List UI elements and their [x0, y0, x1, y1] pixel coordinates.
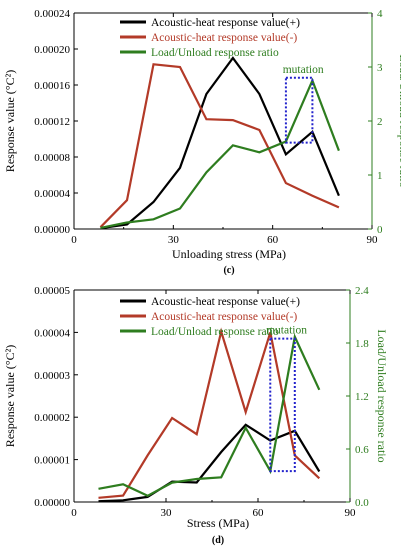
- series-line-3: [100, 77, 340, 229]
- panel-label: (c): [223, 265, 234, 276]
- y2-tick-label: 1: [377, 170, 383, 182]
- x-tick-label: 90: [345, 507, 357, 519]
- y2-axis-title: Load/Unload response ratio: [375, 329, 389, 462]
- y-axis-title: Response value (°C²): [3, 70, 17, 172]
- x-axis-title: Unloading stress (MPa): [172, 247, 286, 261]
- mutation-box: [284, 76, 314, 144]
- y-tick-label: 0.00002: [34, 412, 70, 424]
- chart-panel-2: 0 30 60 90 0.00000 0.00001 0.00002 0.00003 0.000…: [3, 285, 389, 546]
- y-axis-title: Response value (°C²): [3, 345, 17, 447]
- y2-tick-label: 2.4: [355, 285, 369, 297]
- y2-tick-label: 0.0: [355, 497, 369, 509]
- y-tick-label: 0.00005: [34, 285, 70, 297]
- x-tick-label: 60: [267, 234, 279, 246]
- legend-label-2: Acoustic-heat response value(-): [151, 311, 297, 323]
- legend-label-1: Acoustic-heat response value(+): [151, 296, 300, 308]
- series-line-2: [99, 63, 340, 228]
- legend: Acoustic-heat response value(+) Acoustic-…: [120, 296, 300, 338]
- x-tick-label: 0: [71, 234, 77, 246]
- legend-label-1: Acoustic-heat response value(+): [151, 17, 300, 29]
- legend-label-2: Acoustic-heat response value(-): [151, 32, 297, 44]
- y-tick-label: 0.00000: [34, 497, 70, 509]
- mutation-label: mutation: [266, 325, 307, 337]
- series-line-3: [98, 333, 321, 498]
- mutation-label: mutation: [283, 64, 324, 76]
- y-tick-label: 0.00004: [34, 188, 70, 200]
- y-tick-label: 0.00012: [34, 116, 70, 128]
- legend-label-3: Load/Unload response ratio: [151, 47, 279, 59]
- y-tick-label: 0.00000: [34, 224, 70, 236]
- x-tick-label: 0: [71, 507, 77, 519]
- y2-tick-label: 4: [377, 8, 383, 20]
- legend: Acoustic-heat response value(+) Acoustic-…: [120, 17, 300, 59]
- x-axis-title: Stress (MPa): [187, 516, 249, 530]
- x-tick-label: 90: [367, 234, 379, 246]
- y-tick-label: 0.00020: [34, 44, 70, 56]
- panel-label: (d): [212, 535, 224, 546]
- y2-tick-label: 3: [377, 62, 383, 74]
- y2-tick-label: 0: [377, 224, 383, 236]
- y-tick-label: 0.00004: [34, 327, 70, 339]
- y-tick-label: 0.00003: [34, 370, 70, 382]
- legend-label-3: Load/Unload response ratio: [151, 326, 279, 338]
- x-tick-label: 30: [161, 507, 173, 519]
- y2-tick-label: 0.6: [355, 444, 369, 456]
- y-tick-label: 0.00016: [34, 80, 70, 92]
- y2-tick-label: 2: [377, 116, 383, 128]
- mutation-box: [269, 337, 296, 473]
- x-tick-label: 30: [168, 234, 180, 246]
- x-tick-label: 60: [253, 507, 265, 519]
- y-tick-label: 0.00024: [34, 8, 70, 20]
- y2-tick-label: 1.2: [355, 391, 369, 403]
- y-tick-label: 0.00008: [34, 152, 70, 164]
- y-tick-label: 0.00001: [34, 455, 70, 467]
- chart-panel-1: 0 30 60 900.000000.000040.000080.000120.000…: [3, 8, 401, 276]
- y2-axis-title: Load/Unload response ratio: [397, 54, 401, 187]
- y2-tick-label: 1.8: [355, 338, 369, 350]
- series-line-1: [98, 423, 321, 503]
- series-line-2: [98, 327, 321, 499]
